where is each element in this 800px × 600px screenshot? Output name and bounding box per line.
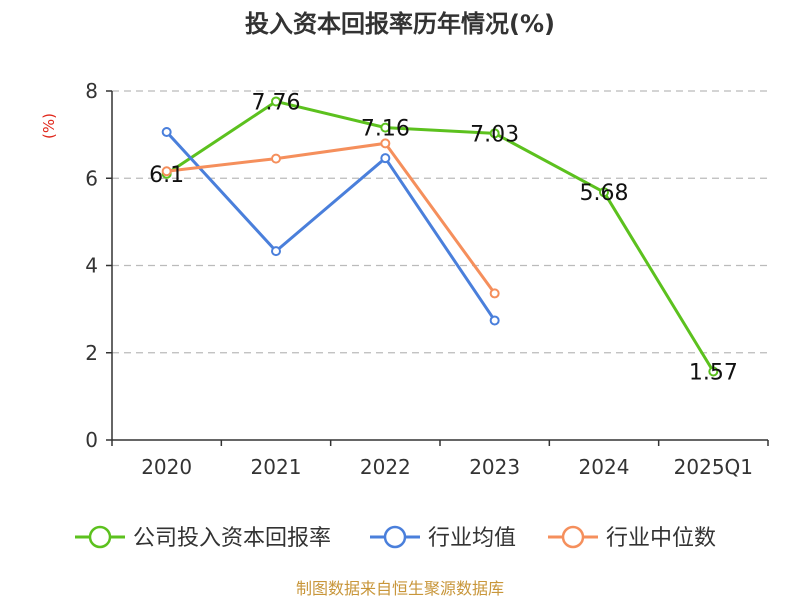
legend-marker (561, 525, 585, 549)
legend-label: 行业中位数 (606, 526, 716, 551)
data-labels: 6.1 7.76 7.16 7.03 5.68 1.57 (149, 90, 738, 385)
y-tick-label: 6 (85, 166, 98, 190)
data-point-1 (380, 153, 391, 164)
x-tick-label: 2023 (469, 455, 520, 479)
data-label: 6.1 (149, 163, 184, 188)
series-line-0 (165, 99, 715, 373)
x-tick-label: 2024 (579, 455, 630, 479)
x-tick-label: 2021 (251, 455, 302, 479)
legend: 公司投入资本回报率 行业均值 行业中位数 (75, 525, 716, 551)
series (161, 96, 719, 377)
data-label: 5.68 (580, 181, 629, 206)
y-tick-label: 4 (85, 254, 98, 278)
legend-label: 行业均值 (428, 526, 516, 551)
legend-label: 公司投入资本回报率 (133, 526, 331, 551)
data-point-1 (489, 315, 500, 326)
data-point-2 (380, 138, 391, 149)
y-tick-label: 8 (85, 79, 98, 103)
y-tick-label: 0 (85, 428, 98, 452)
data-label: 1.57 (689, 361, 738, 386)
source-note: 制图数据来自恒生聚源数据库 (296, 579, 504, 598)
y-axis-label: (%) (40, 113, 58, 139)
data-point-0 (599, 187, 609, 198)
grid (112, 90, 768, 354)
data-label: 7.16 (361, 117, 410, 142)
data-label: 7.03 (470, 122, 519, 147)
chart-title: 投入资本回报率历年情况(%) (245, 10, 555, 38)
legend-marker (88, 525, 112, 549)
data-point-1 (161, 127, 172, 138)
x-tick-label: 2022 (360, 455, 411, 479)
data-point-2 (489, 288, 500, 299)
data-point-0 (708, 366, 719, 377)
data-point-1 (271, 246, 281, 257)
data-point-0 (380, 122, 391, 133)
legend-marker (383, 525, 407, 549)
data-point-0 (271, 96, 281, 107)
series-line-1 (165, 130, 496, 322)
axes: 0 2 4 6 8 2020 2021 2022 2023 2024 2025Q1 (85, 79, 769, 479)
series-line-2 (166, 141, 496, 295)
data-point-2 (271, 153, 281, 164)
data-point-0 (489, 128, 500, 139)
x-tick-label: 2025Q1 (674, 455, 753, 479)
data-label: 7.76 (252, 90, 301, 115)
x-tick-label: 2020 (141, 455, 192, 479)
y-tick-label: 2 (85, 341, 98, 365)
data-point-2 (161, 166, 172, 177)
